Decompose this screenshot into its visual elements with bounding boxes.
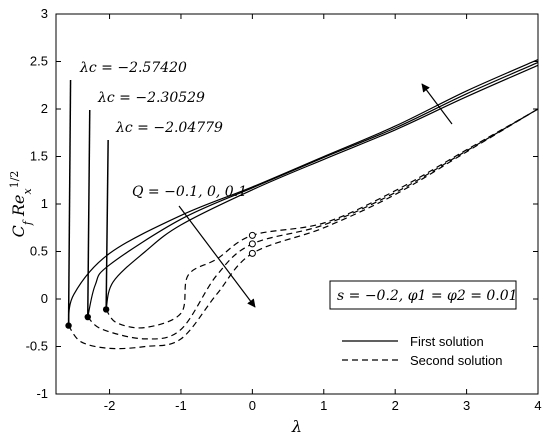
first-solution-arrow [421,83,453,125]
ticks-group: -2 -1 0 1 2 3 4 -1 -0.5 0 0.5 1 1.5 2 2.5 3 [26,6,542,413]
y-tick-label: 1 [41,196,48,211]
x-tick-label: 2 [392,398,399,413]
y-tick-label: 2.5 [30,54,48,69]
legend-label: First solution [410,334,484,349]
open-circle-marker [248,231,256,239]
critical-point-leader [105,139,109,310]
legend-group: First solution Second solution [342,334,503,368]
first-solution-line-2 [87,61,539,318]
q-direction-arrow [178,205,256,308]
y-tick-label: -1 [36,386,48,401]
y-axis-label-part: x [21,187,34,194]
first-solution-line-3 [105,64,539,310]
series-group [68,59,539,350]
second-solution-line-3 [105,108,539,329]
first-solution-line-1 [68,59,539,326]
y-tick-label: 0 [41,291,48,306]
q-label: Q = −0.1, 0, 0.1 [132,184,247,200]
x-tick-label: -1 [175,398,187,413]
y-tick-label: 2 [41,101,48,116]
critical-point-label: λc = −2.30529 [97,90,205,106]
second-solution-line-2 [87,108,539,340]
x-tick-label: 1 [320,398,327,413]
param-text: s = −0.2, φ1 = φ2 = 0.01 [337,288,518,304]
open-circle-marker [248,249,256,257]
x-tick-label: 0 [249,398,256,413]
open-circle-marker [248,240,256,248]
param-box [329,280,517,310]
y-tick-label: -0.5 [26,339,48,354]
second-solution-line-1 [68,108,539,350]
y-tick-label: 1.5 [30,149,48,164]
y-axis-label: Cf Rex1/2 [8,171,34,238]
y-tick-label: 0.5 [30,244,48,259]
y-axis-label-part: C [9,225,28,237]
x-axis-label: λ [291,417,302,436]
y-axis-label-part: f [21,219,34,226]
critical-point-leader [87,109,91,318]
y-tick-label: 3 [41,6,48,21]
x-tick-label: -2 [104,398,116,413]
critical-point-leader [67,79,72,326]
x-tick-label: 4 [534,398,541,413]
y-axis-label-part: 1/2 [8,171,21,189]
annotations-group: λc = −2.57420 λc = −2.30529 λc = −2.04779 Q… [65,60,518,329]
legend-label: Second solution [410,353,503,368]
x-tick-label: 3 [463,398,470,413]
critical-point-label: λc = −2.04779 [115,120,223,136]
critical-point-label: λc = −2.57420 [79,60,187,76]
y-axis-label-part: Re [9,194,28,221]
